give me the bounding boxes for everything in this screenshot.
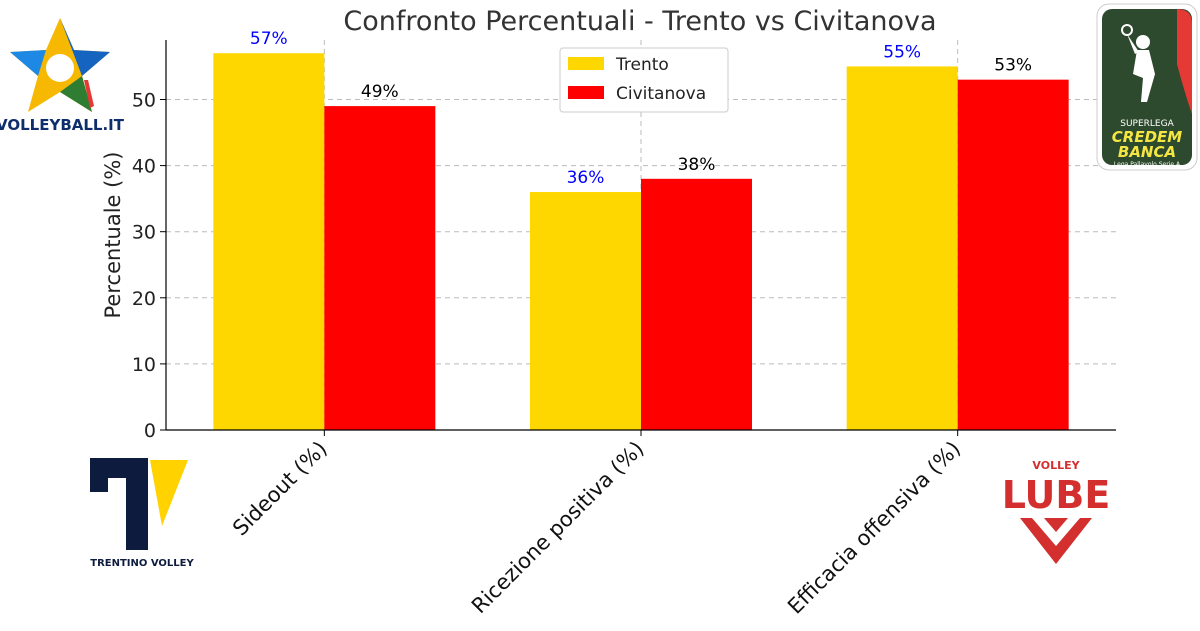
data-label-trento-0: 57%	[250, 29, 288, 49]
bar-trento-2	[846, 66, 958, 431]
legend-swatch-trento	[568, 57, 604, 70]
superlega-line3: BANCA	[1118, 143, 1176, 161]
legend-swatch-civitanova	[568, 86, 604, 99]
trentino-volley-logo: TRENTINO VOLLEY	[90, 458, 195, 569]
bars: 57% 36% 55% 49% 38% 53%	[213, 29, 1069, 431]
y-axis-label: Percentuale (%)	[101, 152, 125, 319]
y-tick-label: 10	[132, 354, 156, 376]
y-tick-label: 50	[132, 89, 156, 111]
data-label-civitanova-1: 38%	[678, 155, 716, 175]
bar-civitanova-2	[957, 79, 1069, 431]
bar-civitanova-0	[324, 106, 436, 431]
bar-civitanova-1	[641, 178, 752, 430]
y-tick-label: 30	[132, 222, 156, 244]
superlega-logo: SUPERLEGA CREDEM BANCA Lega Pallavolo Se…	[1096, 3, 1198, 171]
lube-line2: LUBE	[1002, 473, 1111, 517]
volleyball-it-text: VOLLEYBALL.IT	[0, 116, 125, 134]
volleyball-it-logo: VOLLEYBALL.IT	[0, 18, 125, 134]
legend: Trento Civitanova	[559, 47, 729, 113]
lube-logo: VOLLEY LUBE	[1002, 459, 1111, 564]
legend-label-trento: Trento	[615, 55, 669, 75]
y-tick-label: 40	[132, 156, 156, 178]
chart-title: Confronto Percentuali - Trento vs Civita…	[343, 6, 936, 37]
superlega-line4: Lega Pallavolo Serie A	[1114, 161, 1181, 168]
bar-trento-0	[213, 53, 325, 431]
trentino-volley-text: TRENTINO VOLLEY	[90, 558, 194, 569]
data-label-civitanova-2: 53%	[994, 56, 1032, 76]
bar-trento-1	[530, 192, 641, 430]
trentino-tv-icon	[90, 458, 188, 550]
x-tick-label: Sideout (%)	[228, 437, 332, 541]
superlega-player-icon	[1121, 24, 1155, 102]
x-tick-label: Efficacia offensiva (%)	[783, 437, 965, 619]
y-tick-label: 20	[132, 288, 156, 310]
lube-line1: VOLLEY	[1032, 459, 1080, 472]
superlega-line2: CREDEM	[1112, 128, 1183, 146]
legend-label-civitanova: Civitanova	[616, 84, 706, 104]
y-tick-label: 0	[144, 420, 156, 442]
superlega-line1: SUPERLEGA	[1120, 119, 1174, 129]
x-tick-label: Ricezione positiva (%)	[467, 437, 649, 619]
data-label-trento-2: 55%	[883, 42, 921, 62]
data-label-trento-1: 36%	[567, 168, 605, 188]
data-label-civitanova-0: 49%	[361, 82, 399, 102]
star-logo-icon	[10, 18, 110, 112]
lube-chevron-icon	[1020, 518, 1092, 564]
